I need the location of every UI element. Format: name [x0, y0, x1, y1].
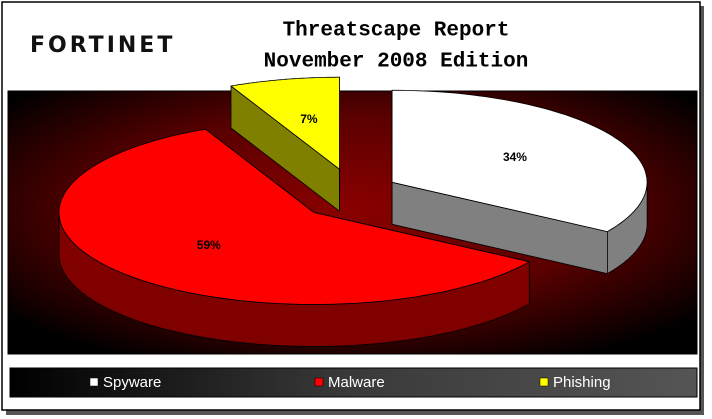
legend-label: Phishing — [553, 374, 611, 391]
legend-label: Spyware — [103, 374, 161, 391]
data-label: 7% — [300, 112, 318, 126]
data-label: 59% — [197, 238, 221, 252]
legend-items: Spyware Malware Phishing — [89, 374, 611, 391]
legend — [9, 367, 698, 398]
chart-title: Threatscape Report — [283, 20, 510, 43]
legend-label: Malware — [328, 374, 385, 391]
slice — [58, 128, 530, 305]
legend-swatch — [314, 377, 324, 387]
legend-swatch — [89, 377, 99, 387]
pie: 7% 34% 59% — [58, 76, 648, 347]
slice — [230, 76, 340, 170]
chart-subtitle: November 2008 Edition — [264, 51, 529, 74]
logo: FORTINET — [30, 33, 175, 58]
slice — [391, 89, 648, 232]
legend-swatch — [539, 377, 549, 387]
data-label: 34% — [503, 150, 527, 164]
